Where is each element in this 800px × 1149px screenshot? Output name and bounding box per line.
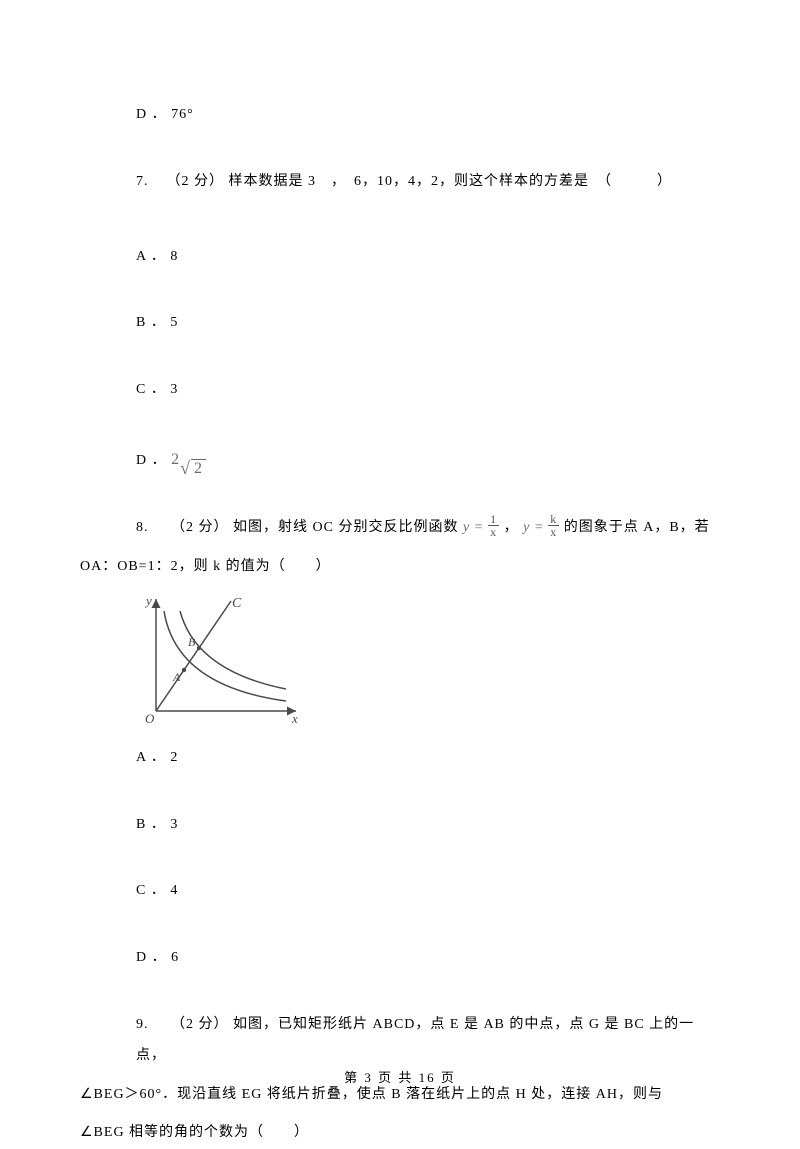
point-b-label: B xyxy=(188,635,196,649)
option-label: A ． xyxy=(136,750,166,765)
option-text: 76° xyxy=(171,107,194,122)
fraction-1-over-x: 1 x xyxy=(488,513,499,538)
option-text: 6 xyxy=(171,950,179,965)
option-label: B ． xyxy=(136,315,166,330)
option-text: 3 xyxy=(170,382,178,397)
q8-stem: 8. （2 分） 如图，射线 OC 分别交反比例函数 y = 1 x ， y =… xyxy=(136,513,720,544)
q7-text-b: ） xyxy=(657,174,672,189)
q8-text-c: OA：OB=1：2，则 k 的值为（ ） xyxy=(80,559,331,574)
sqrt-radicand: 2 xyxy=(191,459,206,478)
q7-option-b: B ． 5 xyxy=(136,308,720,339)
option-text: 8 xyxy=(170,249,178,264)
option-label: B ． xyxy=(136,817,166,832)
q8-option-c: C ． 4 xyxy=(136,876,720,907)
option-label: A ． xyxy=(136,249,166,264)
q7-stem: 7. （2 分） 样本数据是 3 ， 6，10，4，2，则这个样本的方差是 （ … xyxy=(136,167,720,198)
q9-stem-line3: ∠BEG 相等的角的个数为（ ） xyxy=(80,1118,720,1149)
q9-text-2: ∠BEG＞60°．现沿直线 EG 将纸片折叠，使点 B 落在纸片上的点 H 处，… xyxy=(80,1087,663,1102)
q9-points: （2 分） xyxy=(171,1017,229,1032)
axis-label-x: x xyxy=(291,711,298,726)
option-label: C ． xyxy=(136,883,166,898)
q8-text-a: 如图，射线 OC 分别交反比例函数 xyxy=(233,520,458,535)
sqrt-expression: 2 √ 2 xyxy=(171,442,206,477)
eq2-y: y = xyxy=(523,520,548,535)
option-label: D ． xyxy=(136,107,167,122)
q7-option-c: C ． 3 xyxy=(136,375,720,406)
point-c-label: C xyxy=(232,596,242,611)
eq1-y: y = xyxy=(463,520,488,535)
page-content: D ． 76° 7. （2 分） 样本数据是 3 ， 6，10，4，2，则这个样… xyxy=(0,0,800,1149)
option-label: D ． xyxy=(136,950,167,965)
option-text: 3 xyxy=(170,817,178,832)
q8-points: （2 分） xyxy=(171,520,229,535)
sqrt-coef: 2 xyxy=(171,442,180,477)
q9-number: 9. xyxy=(136,1017,149,1032)
page-footer: 第 3 页 共 16 页 xyxy=(0,1067,800,1086)
q9-stem-line1: 9. （2 分） 如图，已知矩形纸片 ABCD，点 E 是 AB 的中点，点 G… xyxy=(136,1010,720,1072)
graph-svg: y x O A B C xyxy=(136,591,306,731)
option-text: 2 xyxy=(170,750,178,765)
footer-page: 3 xyxy=(364,1070,373,1085)
q9-text-3: ∠BEG 相等的角的个数为（ ） xyxy=(80,1125,309,1140)
fraction-k-over-x: k x xyxy=(548,513,559,538)
footer-prefix: 第 xyxy=(344,1070,364,1085)
option-text: 4 xyxy=(170,883,178,898)
q8-number: 8. xyxy=(136,520,149,535)
footer-total: 16 xyxy=(419,1070,436,1085)
option-label: D ． xyxy=(136,453,167,468)
footer-suffix: 页 xyxy=(441,1070,456,1085)
q8-option-d: D ． 6 xyxy=(136,943,720,974)
q7-option-a: A ． 8 xyxy=(136,242,720,273)
prev-option-d: D ． 76° xyxy=(136,100,720,131)
q8-text-b: 的图象于点 A，B，若 xyxy=(564,520,710,535)
q7-option-d: D ． 2 √ 2 xyxy=(136,442,720,477)
q7-points: （2 分） xyxy=(167,174,225,189)
q8-option-a: A ． 2 xyxy=(136,743,720,774)
axis-label-y: y xyxy=(144,593,152,608)
origin-label: O xyxy=(145,711,155,726)
q8-option-b: B ． 3 xyxy=(136,810,720,841)
footer-mid: 页 共 xyxy=(378,1070,419,1085)
q8-stem-line2: OA：OB=1：2，则 k 的值为（ ） xyxy=(80,552,720,583)
q7-text-a: 样本数据是 3 ， 6，10，4，2，则这个样本的方差是 （ xyxy=(229,174,613,189)
option-label: C ． xyxy=(136,382,166,397)
sqrt-symbol: √ xyxy=(180,459,191,477)
comma: ， xyxy=(504,520,519,535)
point-a-label: A xyxy=(172,670,181,684)
q8-graph: y x O A B C xyxy=(136,591,306,731)
q7-number: 7. xyxy=(136,174,149,189)
option-text: 5 xyxy=(170,315,178,330)
